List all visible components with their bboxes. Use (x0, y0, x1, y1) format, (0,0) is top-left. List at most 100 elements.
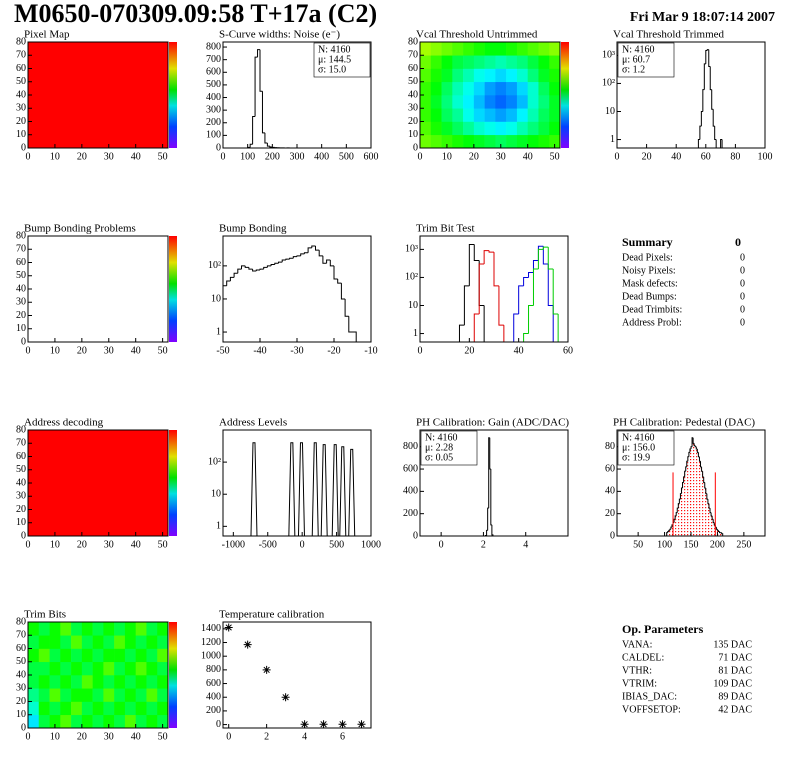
heatmap-cell (103, 675, 115, 689)
spike (288, 442, 296, 537)
summary-count: 0 (740, 278, 745, 289)
x-tick-label: -20 (327, 345, 340, 356)
x-tick-label: 0 (300, 539, 305, 550)
heatmap-cell (441, 121, 453, 136)
bar-fill (673, 522, 675, 536)
heatmap-cell (527, 42, 539, 56)
x-tick-label: 200 (710, 539, 725, 550)
y-tick-label: 30 (16, 103, 26, 114)
parameters: Op. Parameters (622, 622, 704, 636)
bar-fill (717, 530, 719, 536)
x-tick-label: 150 (684, 539, 699, 550)
bar-fill (669, 529, 671, 536)
parameter-label: CALDEL: (622, 652, 664, 663)
star-marker (224, 623, 233, 632)
summary-count: 0 (740, 304, 745, 315)
histogram-bin (244, 265, 249, 268)
panel: PH Calibration: Pedestal (DAC) 50 100 150 20… (605, 417, 766, 550)
heatmap-cell (71, 622, 83, 636)
bar-fill (700, 466, 702, 536)
heatmap-cell (81, 648, 93, 663)
bar-fill (706, 499, 708, 536)
plot-area (28, 236, 168, 342)
stats-line: σ: 15.0 (318, 64, 346, 75)
heatmap-cell (441, 68, 453, 83)
y-tick-label: 20 (16, 504, 26, 515)
histogram-bin (666, 532, 668, 536)
heatmap-cell (516, 121, 528, 136)
x-tick-label: 80 (730, 151, 740, 162)
heatmap-cell (441, 42, 453, 56)
heatmap-cell (430, 95, 442, 109)
summary-label: Dead Pixels: (622, 252, 673, 263)
x-tick-label: 100 (657, 539, 672, 550)
parameter-value: 135 DAC (713, 639, 752, 650)
summary-label: Address Probl: (622, 317, 682, 328)
histogram-bin (318, 250, 323, 257)
heatmap-cell (157, 622, 169, 636)
x-tick-label: 40 (514, 345, 524, 356)
histogram-bin (714, 126, 717, 141)
histogram-bin (513, 313, 519, 342)
x-tick-label: 200 (265, 151, 280, 162)
heatmap-cell (463, 42, 475, 56)
y-tick-label: 1 (610, 134, 615, 145)
y-tick-label: 400 (403, 486, 418, 497)
histogram-bin (248, 267, 253, 270)
y-tick-label: 40 (605, 486, 615, 497)
x-tick-label: 2 (481, 539, 486, 550)
heatmap-cell (506, 55, 518, 69)
x-tick-label: 50 (158, 731, 168, 742)
bar-fill (719, 532, 721, 536)
heatmap-cell (28, 688, 40, 702)
heatmap-cell (420, 42, 432, 56)
spike (331, 444, 339, 537)
heatmap-cell (49, 701, 61, 716)
bar-fill (670, 527, 672, 536)
heatmap-cell (549, 81, 561, 96)
x-tick-label: 20 (642, 151, 652, 162)
heatmap-cell (124, 648, 136, 663)
y-tick-label: 1400 (201, 623, 221, 634)
heatmap-cell (506, 95, 518, 109)
histogram-bin (266, 265, 272, 268)
panel-title: Trim Bits (24, 609, 66, 621)
y-tick-label: 1 (216, 521, 221, 532)
y-tick-label: 1000 (201, 650, 221, 661)
histogram-bin (493, 252, 499, 287)
heatmap-cell (60, 675, 72, 689)
plot-frame (222, 621, 372, 729)
histogram-bin (719, 531, 721, 534)
spike (250, 442, 258, 537)
heatmap-cell (452, 121, 464, 136)
x-tick-label: 500 (339, 151, 354, 162)
histogram-bin (702, 89, 705, 112)
panel: Temperature calibration 0 2 4 6 0 200 400 600 800… (201, 609, 372, 742)
y-tick-label: 40 (408, 89, 418, 100)
parameter-label: VTRIM: (622, 678, 657, 689)
histogram-bin (229, 276, 235, 281)
x-tick-label: 1000 (361, 539, 381, 550)
heatmap-cell (495, 81, 507, 96)
bar-fill (701, 471, 703, 536)
x-tick-label: 10 (50, 539, 60, 550)
heatmap-cell (484, 68, 496, 83)
heatmap-cell (28, 622, 40, 636)
summary-count: 0 (740, 317, 745, 328)
heatmap-cell (60, 622, 72, 636)
x-tick-label: 0 (26, 731, 31, 742)
histogram-bin (352, 331, 357, 342)
y-tick-label: 60 (16, 257, 26, 268)
heatmap-cell (549, 95, 561, 109)
summary-count: 0 (740, 252, 745, 263)
plot-frame (222, 429, 372, 537)
stats-line: σ: 0.05 (425, 452, 453, 463)
stats-box (617, 42, 675, 78)
histogram-bin (532, 268, 539, 306)
y-tick-label: 0 (21, 336, 26, 347)
heatmap-cell (103, 622, 115, 636)
histogram-bin (702, 471, 704, 478)
heatmap-cell (38, 688, 50, 702)
bar-fill (708, 508, 711, 536)
